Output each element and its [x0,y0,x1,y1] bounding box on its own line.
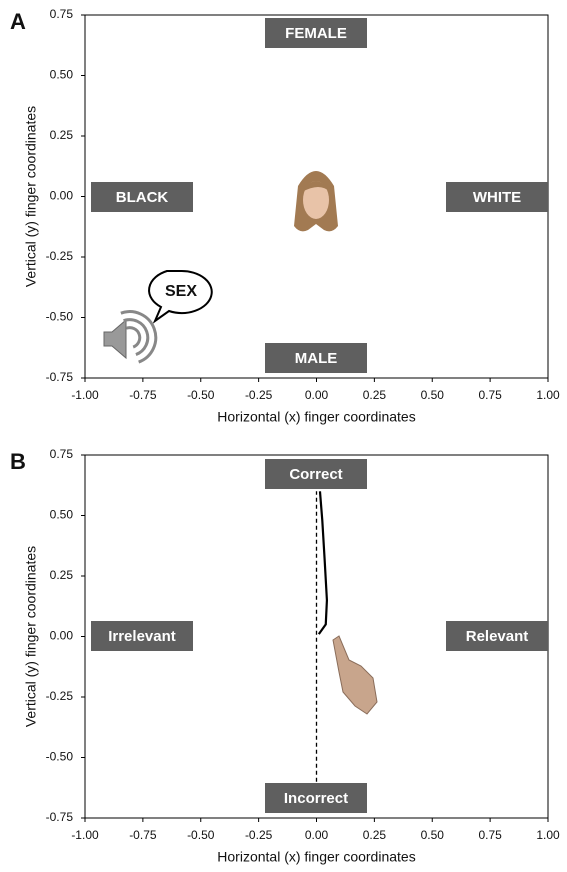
x-tick-label: 0.75 [478,388,502,402]
bubble-text: SEX [165,283,197,300]
y-tick-label: 0.50 [50,68,74,82]
response-box: FEMALE [265,18,367,48]
y-tick-label: -0.50 [46,310,74,324]
y-tick-label: 0.50 [50,508,74,522]
trajectory [319,491,327,634]
panel-label: B [10,449,26,474]
x-tick-label: -0.75 [129,828,157,842]
x-tick-label: 1.00 [536,388,560,402]
page: A -1.00 -0.75 -0.50 -0.25 0.00 0.25 0.50 0.75 1.0… [0,0,567,872]
speaker-body [104,320,126,358]
y-tick-label: -0.25 [46,689,74,703]
y-axis-title: Vertical (y) finger coordinates [23,546,39,727]
panel-label: A [10,9,26,34]
x-tick-label: -0.50 [187,828,215,842]
x-tick-label: -0.25 [245,828,273,842]
box-label: Irrelevant [108,628,176,645]
response-box: MALE [265,343,367,373]
x-tick-label: 1.00 [536,828,560,842]
y-tick-label: -0.75 [46,810,74,824]
x-tick-label: 0.50 [421,388,445,402]
box-label: Incorrect [284,790,348,807]
hand [333,636,377,714]
hand-icon [333,636,377,714]
x-tick-label: 0.75 [478,828,502,842]
y-tick-label: 0.25 [50,568,74,582]
response-box: WHITE [446,182,548,212]
x-tick-label: 0.50 [421,828,445,842]
y-tick-label: 0.00 [50,189,74,203]
x-axis-title: Horizontal (x) finger coordinates [217,849,415,865]
x-tick-label: -0.50 [187,388,215,402]
response-box: Irrelevant [91,621,193,651]
x-tick-label: 0.25 [363,828,387,842]
sound-wave [126,325,142,347]
box-label: WHITE [473,189,521,206]
y-tick-label: 0.75 [50,447,74,461]
x-tick-label: -0.25 [245,388,273,402]
y-tick-label: -0.75 [46,370,74,384]
y-tick-label: -0.50 [46,750,74,764]
x-tick-label: 0.00 [305,828,329,842]
box-label: Correct [289,466,342,483]
response-box: BLACK [91,182,193,212]
box-label: Relevant [466,628,529,645]
box-label: BLACK [116,189,169,206]
face-icon [294,171,338,231]
box-label: FEMALE [285,25,347,42]
x-tick-label: -1.00 [71,828,99,842]
response-box: Incorrect [265,783,367,813]
y-tick-label: 0.00 [50,629,74,643]
y-axis-title: Vertical (y) finger coordinates [23,106,39,287]
x-axis-title: Horizontal (x) finger coordinates [217,409,415,425]
box-label: MALE [295,350,338,367]
figure: A -1.00 -0.75 -0.50 -0.25 0.00 0.25 0.50 0.75 1.0… [0,0,567,867]
response-box: Relevant [446,621,548,651]
x-tick-label: 0.00 [305,388,329,402]
y-tick-label: -0.25 [46,249,74,263]
speaker-icon [104,304,163,362]
x-tick-label: -1.00 [71,388,99,402]
sound-wave [121,304,163,362]
x-tick-label: -0.75 [129,388,157,402]
y-tick-label: 0.75 [50,7,74,21]
response-box: Correct [265,459,367,489]
x-tick-label: 0.25 [363,388,387,402]
y-tick-label: 0.25 [50,128,74,142]
